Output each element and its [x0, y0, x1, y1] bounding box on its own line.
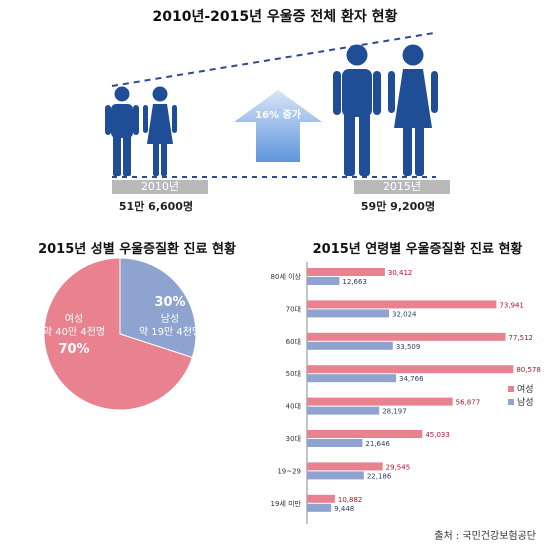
legend-swatch — [508, 399, 514, 405]
category-label: 80세 이상 — [271, 272, 302, 281]
bar-value-label: 28,197 — [382, 408, 407, 416]
bar-male — [307, 503, 332, 512]
category-label: 30대 — [286, 435, 301, 443]
pie-label-male-percent: 30% — [154, 295, 185, 310]
bar-value-label: 56,877 — [456, 399, 481, 407]
up-arrow-icon — [234, 90, 322, 162]
people-2010 — [105, 86, 177, 176]
bar-male — [307, 471, 364, 480]
pie-chart-title: 2015년 성별 우울증질환 진료 현황 — [38, 242, 236, 257]
bar-male — [307, 341, 393, 350]
man-icon — [333, 44, 381, 176]
category-label: 19~29 — [277, 467, 301, 475]
source-note: 출처 : 국민건강보험공단 — [434, 531, 536, 542]
bar-male — [307, 439, 363, 447]
pie-label-female-detail: 약 40만 4천명 — [43, 326, 105, 338]
year-label-2010: 2010년 — [112, 180, 208, 194]
age-bar-chart: 80세 이상 30,412 12,663 70대 73,941 32,024 60대 77,5… — [271, 262, 541, 524]
page-title: 2010년-2015년 우울증 전체 환자 현황 — [152, 9, 398, 25]
bar-value-label: 21,646 — [365, 440, 390, 448]
bar-male — [307, 309, 390, 318]
increase-arrow: 16% 증가 — [232, 88, 324, 164]
trend-lines — [111, 32, 436, 178]
bar-female — [307, 365, 514, 374]
bar-female — [307, 494, 335, 503]
bar-female — [307, 300, 497, 309]
people-2015 — [333, 44, 438, 176]
legend-swatch — [508, 386, 514, 392]
pie-label-male-name: 남성 — [161, 313, 179, 325]
bar-value-label: 12,663 — [342, 278, 367, 286]
bar-value-label: 29,545 — [386, 463, 411, 471]
category-label: 60대 — [286, 338, 301, 346]
pie-slice-female — [43, 257, 193, 411]
bar-value-label: 9,448 — [334, 505, 354, 513]
bar-female — [307, 430, 423, 438]
bar-value-label: 30,412 — [388, 269, 413, 277]
bar-female — [307, 332, 506, 341]
legend-label: 여성 — [517, 383, 534, 395]
woman-icon — [388, 44, 438, 176]
category-label: 50대 — [286, 370, 301, 378]
bar-male — [307, 277, 340, 285]
bar-female — [307, 397, 453, 406]
bar-male — [307, 406, 380, 415]
bar-value-label: 22,186 — [367, 472, 392, 480]
bar-value-label: 73,941 — [499, 301, 524, 309]
category-label: 40대 — [286, 403, 301, 411]
year-label-2015: 2015년 — [354, 180, 450, 194]
man-icon — [105, 86, 139, 176]
bar-chart-title: 2015년 연령별 우울증질환 진료 현황 — [312, 242, 523, 257]
category-label: 19세 미만 — [271, 499, 302, 508]
bar-value-label: 33,509 — [396, 343, 421, 351]
pie-label-male-detail: 약 19만 4천명 — [139, 326, 201, 338]
bar-female — [307, 268, 385, 276]
bar-value-label: 10,882 — [338, 496, 363, 504]
pie-label-female-name: 여성 — [65, 313, 83, 325]
legend-label: 남성 — [517, 397, 534, 408]
bar-male — [307, 374, 397, 383]
increase-label: 16% 증가 — [255, 110, 301, 121]
pie-label-female-percent: 70% — [58, 342, 89, 357]
category-label: 70대 — [286, 305, 301, 313]
bar-value-label: 45,033 — [425, 431, 450, 439]
gender-pie-chart: 30% 남성약 19만 4천명 여성약 40만 4천명 70% — [43, 257, 201, 411]
woman-icon — [143, 86, 177, 176]
bar-female — [307, 462, 383, 471]
bar-value-label: 34,766 — [399, 375, 424, 383]
count-2010: 51만 6,600명 — [118, 200, 194, 213]
count-2015: 59만 9,200명 — [360, 200, 436, 213]
pie-slice-male — [119, 257, 197, 359]
bar-value-label: 77,512 — [509, 334, 534, 342]
bar-value-label: 80,578 — [516, 366, 541, 374]
bar-value-label: 32,024 — [392, 310, 417, 318]
